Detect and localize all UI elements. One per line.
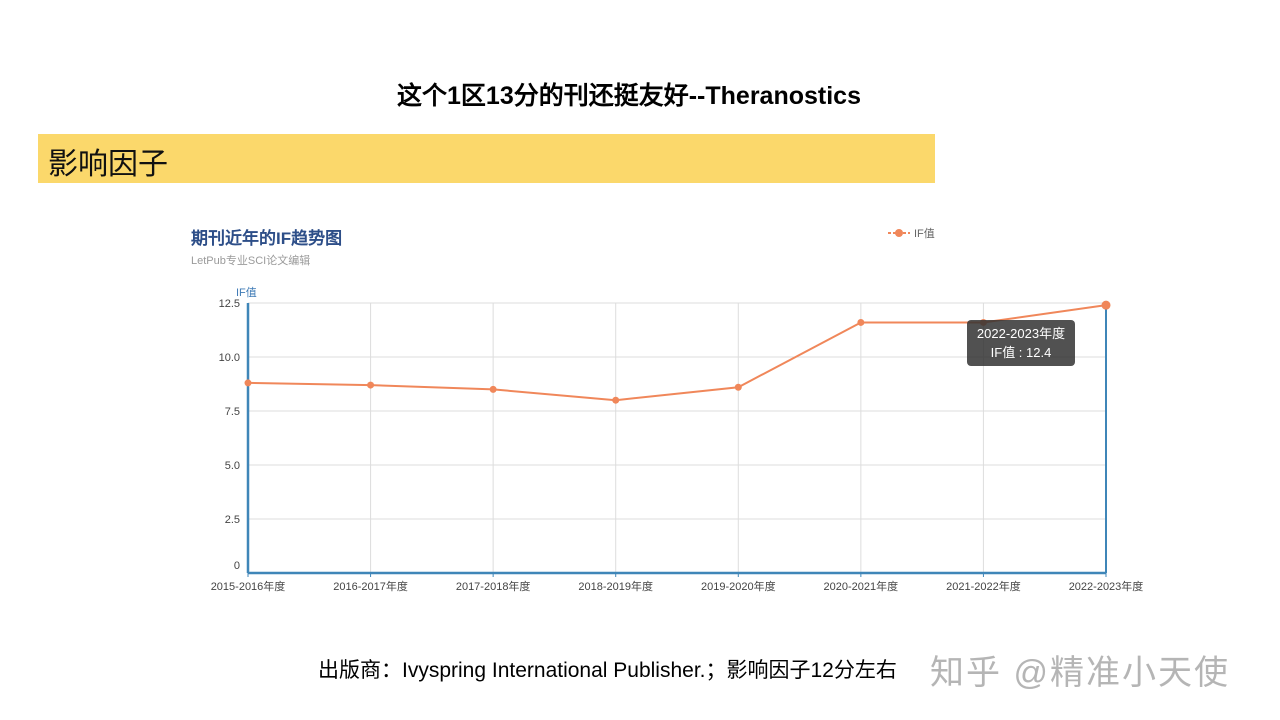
svg-text:2019-2020年度: 2019-2020年度	[701, 579, 776, 593]
data-point[interactable]	[367, 381, 375, 389]
y-axis-label: IF值	[236, 287, 257, 299]
svg-text:2018-2019年度: 2018-2019年度	[578, 579, 653, 593]
svg-text:2015-2016年度: 2015-2016年度	[211, 579, 286, 593]
slide-title: 这个1区13分的刊还挺友好--Theranostics	[397, 82, 861, 110]
watermark: 知乎 @精准小天使	[930, 654, 1230, 692]
data-point[interactable]	[734, 383, 742, 391]
chart-legend[interactable]: IF值	[888, 225, 935, 241]
svg-text:2022-2023年度: 2022-2023年度	[1069, 579, 1144, 593]
data-point[interactable]	[1101, 300, 1111, 310]
legend-line-marker-icon	[888, 229, 910, 237]
tooltip-value: IF值 : 12.4	[990, 345, 1052, 360]
svg-text:2020-2021年度: 2020-2021年度	[824, 579, 899, 593]
data-points	[244, 300, 1111, 404]
chart-subtitle: LetPub专业SCI论文编辑	[191, 255, 311, 267]
chart-grid	[246, 302, 1107, 577]
tooltip-category: 2022-2023年度	[976, 326, 1066, 341]
if-series-line	[247, 304, 1107, 402]
svg-text:10.0: 10.0	[219, 352, 240, 364]
section-label: 影响因子	[48, 148, 168, 181]
publisher-footer: 出版商：Ivyspring International Publisher.；影…	[318, 659, 897, 682]
data-point[interactable]	[244, 379, 252, 387]
data-point[interactable]	[612, 396, 620, 404]
legend-label: IF值	[914, 228, 935, 240]
svg-text:2021-2022年度: 2021-2022年度	[946, 579, 1021, 593]
axis-ticks: 0 2.5 5.0 7.5 10.0 12.5 2015-2016年度 2016-2017年度…	[211, 298, 1144, 593]
svg-text:0: 0	[234, 560, 240, 572]
svg-text:2016-2017年度: 2016-2017年度	[333, 579, 408, 593]
chart-title: 期刊近年的IF趋势图	[191, 229, 343, 248]
chart-tooltip: 2022-2023年度 IF值 : 12.4	[967, 320, 1075, 366]
data-point[interactable]	[857, 318, 865, 326]
svg-text:5.0: 5.0	[225, 460, 240, 472]
svg-text:2.5: 2.5	[225, 514, 240, 526]
svg-text:2017-2018年度: 2017-2018年度	[456, 579, 531, 593]
svg-text:12.5: 12.5	[219, 298, 240, 310]
svg-text:7.5: 7.5	[225, 406, 240, 418]
section-header-bar: 影响因子	[38, 134, 935, 183]
data-point[interactable]	[489, 385, 497, 393]
